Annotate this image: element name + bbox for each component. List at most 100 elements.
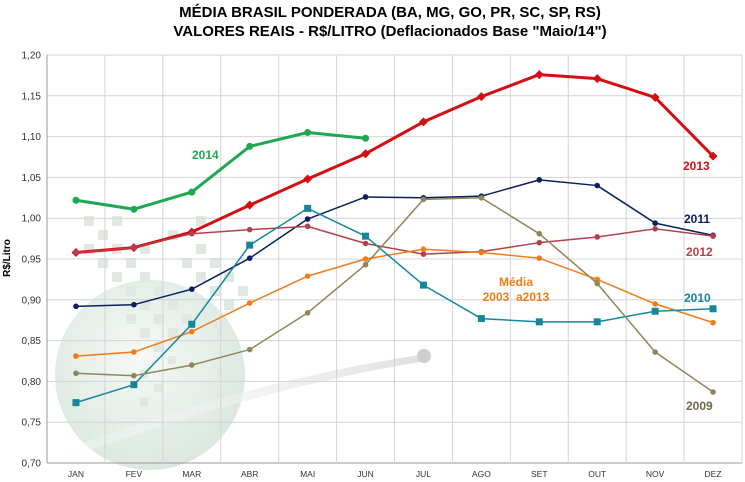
- y-tick-label: 1,10: [22, 132, 42, 143]
- x-tick-label: NOV: [646, 469, 665, 479]
- series-2013: [71, 70, 718, 257]
- series-2012: [73, 223, 716, 257]
- data-point-m-dia-2003-a-2013: [188, 328, 195, 335]
- data-point-2009: [73, 370, 79, 377]
- data-point-2010: [362, 232, 370, 240]
- data-point-2011: [362, 194, 369, 200]
- data-point-2014: [304, 129, 312, 137]
- background-decoration: [50, 216, 431, 470]
- x-tick-label: JUL: [416, 469, 431, 479]
- series-layer: [71, 70, 718, 407]
- data-point-2013: [476, 92, 486, 102]
- data-point-2010: [419, 281, 427, 289]
- series-label-2009: 2009: [686, 399, 713, 413]
- data-point-2009: [710, 389, 716, 395]
- data-point-2010: [535, 318, 543, 326]
- series-label-2013: 2013: [683, 159, 710, 173]
- grid: [46, 54, 743, 464]
- data-point-2009: [362, 261, 369, 268]
- data-point-2010: [709, 305, 717, 313]
- data-point-2012: [188, 230, 195, 237]
- data-point-2010: [304, 204, 312, 212]
- data-point-m-dia-2003-a-2013: [478, 249, 485, 256]
- data-point-m-dia-2003-a-2013: [131, 349, 137, 355]
- data-point-2012: [73, 249, 79, 256]
- chart-title: MÉDIA BRASIL PONDERADA (BA, MG, GO, PR, …: [179, 4, 601, 21]
- data-point-m-dia-2003-a-2013: [536, 255, 543, 261]
- data-point-2011: [188, 286, 195, 292]
- data-point-2012: [420, 251, 427, 257]
- data-point-m-dia-2003-a-2013: [710, 319, 716, 326]
- series-label-2010: 2010: [684, 291, 711, 305]
- data-point-2009: [594, 280, 601, 287]
- data-point-2013: [361, 149, 371, 159]
- data-point-2012: [652, 226, 658, 232]
- data-point-2011: [131, 301, 137, 308]
- series-line-2014: [75, 131, 366, 211]
- data-point-2013: [303, 174, 313, 184]
- y-tick-label: 1,20: [22, 51, 42, 62]
- x-tick-label: JUN: [357, 469, 374, 479]
- data-point-2014: [188, 188, 196, 196]
- series-line-2009: [75, 197, 714, 393]
- data-point-2013: [534, 70, 544, 80]
- data-point-2013: [650, 92, 660, 102]
- data-point-2011: [246, 255, 253, 261]
- data-point-2010: [651, 307, 659, 315]
- y-tick-label: 1,05: [22, 173, 42, 184]
- data-point-2014: [246, 142, 254, 150]
- data-point-2009: [420, 196, 427, 203]
- data-point-2011: [73, 303, 79, 310]
- x-tick-label: OUT: [588, 469, 606, 479]
- data-point-2011: [652, 220, 658, 226]
- data-point-m-dia-2003-a-2013: [73, 353, 79, 359]
- data-point-2009: [652, 349, 658, 355]
- data-point-2013: [708, 151, 718, 161]
- y-tick-label: 0,95: [22, 255, 42, 266]
- data-point-2012: [710, 233, 716, 239]
- data-point-2012: [536, 239, 543, 246]
- data-point-2011: [594, 182, 601, 189]
- y-tick-label: 0,85: [22, 336, 42, 347]
- data-point-2012: [594, 234, 601, 240]
- data-point-2011: [304, 216, 311, 222]
- series-line-2012: [75, 225, 714, 255]
- y-tick-label: 1,00: [22, 214, 42, 225]
- x-tick-label: ABR: [241, 469, 258, 479]
- data-point-2009: [188, 362, 195, 368]
- x-tick-label: FEV: [126, 469, 143, 479]
- series-label-media-line2: 2003 a2013: [483, 290, 550, 304]
- data-point-m-dia-2003-a-2013: [420, 246, 427, 253]
- y-tick-label: 0,80: [22, 377, 42, 388]
- data-point-2014: [130, 205, 138, 213]
- y-ticks: 0,70 0,75 0,80 0,85 0,90 0,95 1,00 1,05 1,10 1,15…: [22, 51, 42, 470]
- data-point-2014: [72, 196, 80, 204]
- y-tick-label: 0,70: [22, 459, 42, 470]
- series-line-2010: [75, 207, 714, 404]
- data-point-2013: [592, 74, 602, 84]
- y-tick-label: 0,90: [22, 295, 42, 306]
- x-tick-label: MAI: [300, 469, 315, 479]
- data-point-2009: [478, 195, 485, 201]
- data-point-2010: [477, 315, 485, 323]
- series-2010: [72, 204, 717, 407]
- y-axis-label: R$/Litro: [2, 239, 13, 277]
- data-point-2011: [536, 177, 543, 183]
- data-point-2013: [245, 200, 255, 210]
- x-tick-label: SET: [531, 469, 548, 479]
- chart-subtitle: VALORES REAIS - R$/LITRO (Deflacionados …: [173, 23, 606, 40]
- data-point-2010: [130, 381, 138, 389]
- series-line-2013: [75, 73, 715, 254]
- x-tick-label: JAN: [68, 469, 84, 479]
- data-point-2009: [304, 310, 311, 316]
- series-2009: [73, 195, 716, 395]
- data-point-2012: [246, 226, 253, 233]
- data-point-2010: [246, 241, 254, 249]
- data-point-2010: [188, 320, 196, 328]
- x-tick-label: AGO: [472, 469, 491, 479]
- data-point-2012: [131, 244, 137, 251]
- data-point-m-dia-2003-a-2013: [362, 256, 369, 262]
- x-tick-label: DEZ: [705, 469, 722, 479]
- data-point-2010: [593, 318, 601, 326]
